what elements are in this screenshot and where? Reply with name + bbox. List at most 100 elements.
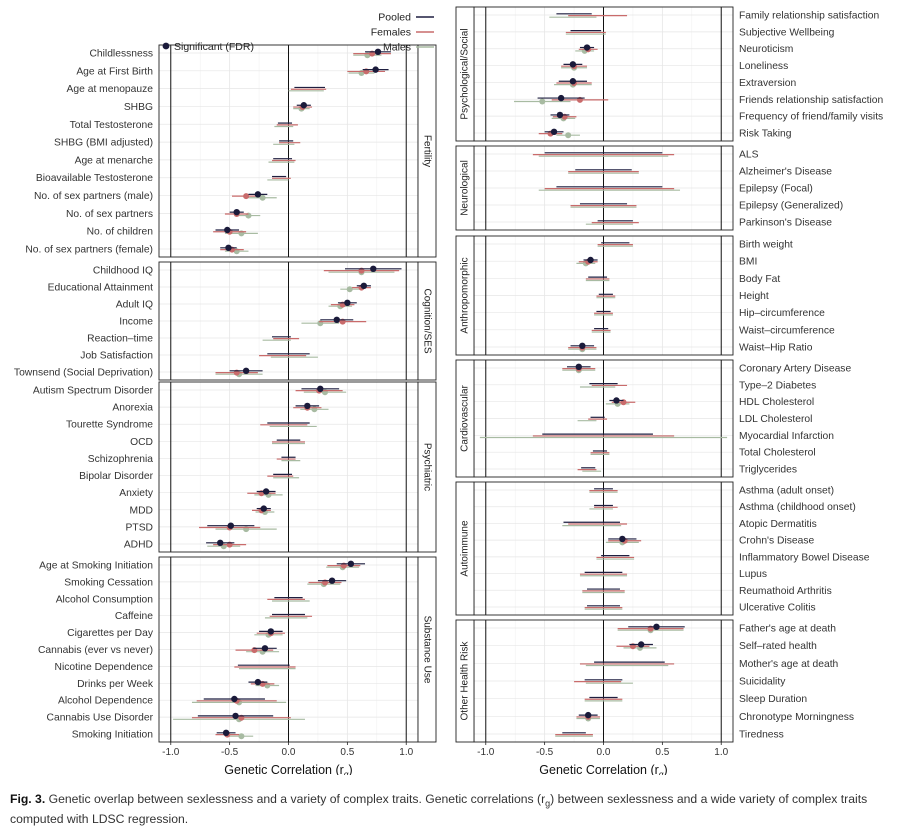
trait-label: Subjective Wellbeing <box>739 27 835 38</box>
trait-label: Anorexia <box>112 403 153 414</box>
trait-label: Atopic Dermatitis <box>739 519 817 530</box>
trait-row: Educational Attainment <box>48 283 371 294</box>
pooled-point <box>579 342 586 349</box>
trait-label: Adult IQ <box>116 300 153 311</box>
axes: Autoimmune <box>455 481 734 616</box>
trait-row: Waist–circumference <box>591 325 835 336</box>
facet-label: Fertility <box>422 135 433 167</box>
trait-label: Drinks per Week <box>77 679 154 690</box>
axes: Psychological/Social <box>455 6 734 142</box>
trait-label: Smoking Cessation <box>64 577 153 588</box>
trait-row: Childhood IQ <box>93 266 402 277</box>
pooled-point <box>225 244 232 251</box>
pooled-point <box>232 712 239 720</box>
pooled-point <box>260 505 267 512</box>
pooled-point <box>587 256 594 264</box>
males-point <box>539 98 546 105</box>
trait-label: Age at Smoking Initiation <box>39 561 153 572</box>
trait-row: Atopic Dermatitis <box>562 519 817 530</box>
trait-row: Bioavailable Testosterone <box>36 173 291 184</box>
x-axis-label: Genetic Correlation (rg) <box>539 763 667 775</box>
trait-row: Adult IQ <box>116 300 357 311</box>
males-point <box>259 194 266 201</box>
x-tick-label: -0.5 <box>536 747 554 758</box>
trait-row: Autism Spectrum Disorder <box>33 386 347 397</box>
trait-label: Neuroticism <box>739 44 793 55</box>
trait-label: Alzheimer's Disease <box>739 167 832 178</box>
trait-row: Caffeine <box>115 611 313 622</box>
trait-label: Childlessness <box>89 49 153 60</box>
trait-row: Height <box>596 291 769 302</box>
trait-row: Family relationship satisfaction <box>549 11 879 22</box>
trait-label: PTSD <box>126 522 153 533</box>
trait-label: No. of children <box>87 227 154 238</box>
facet-other-health-risk: Other Health Risk Father's age at death Se… <box>455 619 854 743</box>
trait-label: Risk Taking <box>739 129 792 140</box>
pooled-point <box>300 102 308 109</box>
trait-row: Job Satisfaction <box>80 351 318 362</box>
legend-series-label: Females <box>371 27 411 39</box>
facet-cardiovascular: Cardiovascular Coronary Artery Disease Typ… <box>455 359 851 478</box>
pooled-point <box>233 208 240 216</box>
trait-row: Bipolar Disorder <box>79 471 300 482</box>
legend: Significant (FDR) Pooled Females Males <box>162 12 434 54</box>
pooled-point <box>619 535 626 543</box>
pooled-point <box>556 111 564 119</box>
trait-row: Income <box>119 317 367 328</box>
males-point <box>346 286 353 293</box>
pooled-point <box>637 641 645 648</box>
trait-row: Epilepsy (Generalized) <box>570 201 843 212</box>
trait-label: Epilepsy (Focal) <box>739 184 813 195</box>
trait-label: Asthma (childhood onset) <box>739 502 856 513</box>
trait-label: Childhood IQ <box>93 266 153 277</box>
trait-row: Anxiety <box>119 488 283 499</box>
facet-label: Cardiovascular <box>460 384 471 451</box>
trait-label: Waist–circumference <box>739 325 835 336</box>
trait-row: No. of sex partners (male) <box>34 191 277 202</box>
facet-label: Substance Use <box>422 616 433 684</box>
trait-label: SHBG (BMI adjusted) <box>54 138 153 149</box>
trait-row: Neuroticism <box>575 44 793 55</box>
forest-plot-figure: Fertility Childlessness Age at First Birth… <box>14 6 884 775</box>
axes: Substance Use <box>158 556 437 743</box>
axes: Cognition/SES <box>158 261 437 381</box>
females-point <box>243 193 250 200</box>
trait-row: MDD <box>130 505 275 516</box>
trait-row: Anorexia <box>112 403 329 414</box>
trait-row: Age at menopauze <box>67 84 327 95</box>
trait-label: Crohn's Disease <box>739 536 814 547</box>
trait-row: Total Testosterone <box>70 120 298 131</box>
facet-strip <box>417 381 437 553</box>
trait-label: BMI <box>739 257 757 268</box>
trait-label: Age at menarche <box>75 155 154 166</box>
facet-strip <box>417 44 437 258</box>
trait-label: Bipolar Disorder <box>79 471 153 482</box>
trait-row: PTSD <box>126 522 277 533</box>
trait-label: Age at menopauze <box>67 84 154 95</box>
trait-row: No. of children <box>87 227 258 238</box>
pooled-point <box>254 678 262 686</box>
facet-psychological-social: Psychological/Social Family relationship … <box>455 6 884 142</box>
trait-row: Self–rated health <box>616 641 817 652</box>
pooled-point <box>575 363 582 370</box>
facet-anthropomorphic: Anthropomorphic Birth weight BMI Body Fat He… <box>455 235 835 356</box>
trait-label: Type–2 Diabetes <box>739 380 816 391</box>
x-tick-label: 1.0 <box>714 747 728 758</box>
panel-left: Fertility Childlessness Age at First Birth… <box>14 44 437 775</box>
x-axis-label: Genetic Correlation (rg) <box>224 763 352 775</box>
trait-row: Smoking Initiation <box>72 730 254 741</box>
trait-label: Nicotine Dependence <box>55 662 154 673</box>
trait-row: Chronotype Morningness <box>576 712 854 723</box>
trait-row: Triglycerides <box>577 465 797 476</box>
trait-label: Anxiety <box>119 488 154 499</box>
trait-label: Sleep Duration <box>739 694 807 705</box>
trait-row: Childlessness <box>89 49 391 60</box>
pooled-point <box>372 66 379 73</box>
facet-substance-use: Substance Use Age at Smoking Initiation Sm… <box>38 556 437 743</box>
pooled-point <box>242 367 250 374</box>
pooled-point <box>262 488 270 495</box>
trait-label: Tiredness <box>739 730 784 741</box>
forest-plot-svg: Fertility Childlessness Age at First Birth… <box>14 6 884 775</box>
trait-label: Parkinson's Disease <box>739 218 832 229</box>
panel-right: Psychological/Social Family relationship … <box>455 6 884 775</box>
